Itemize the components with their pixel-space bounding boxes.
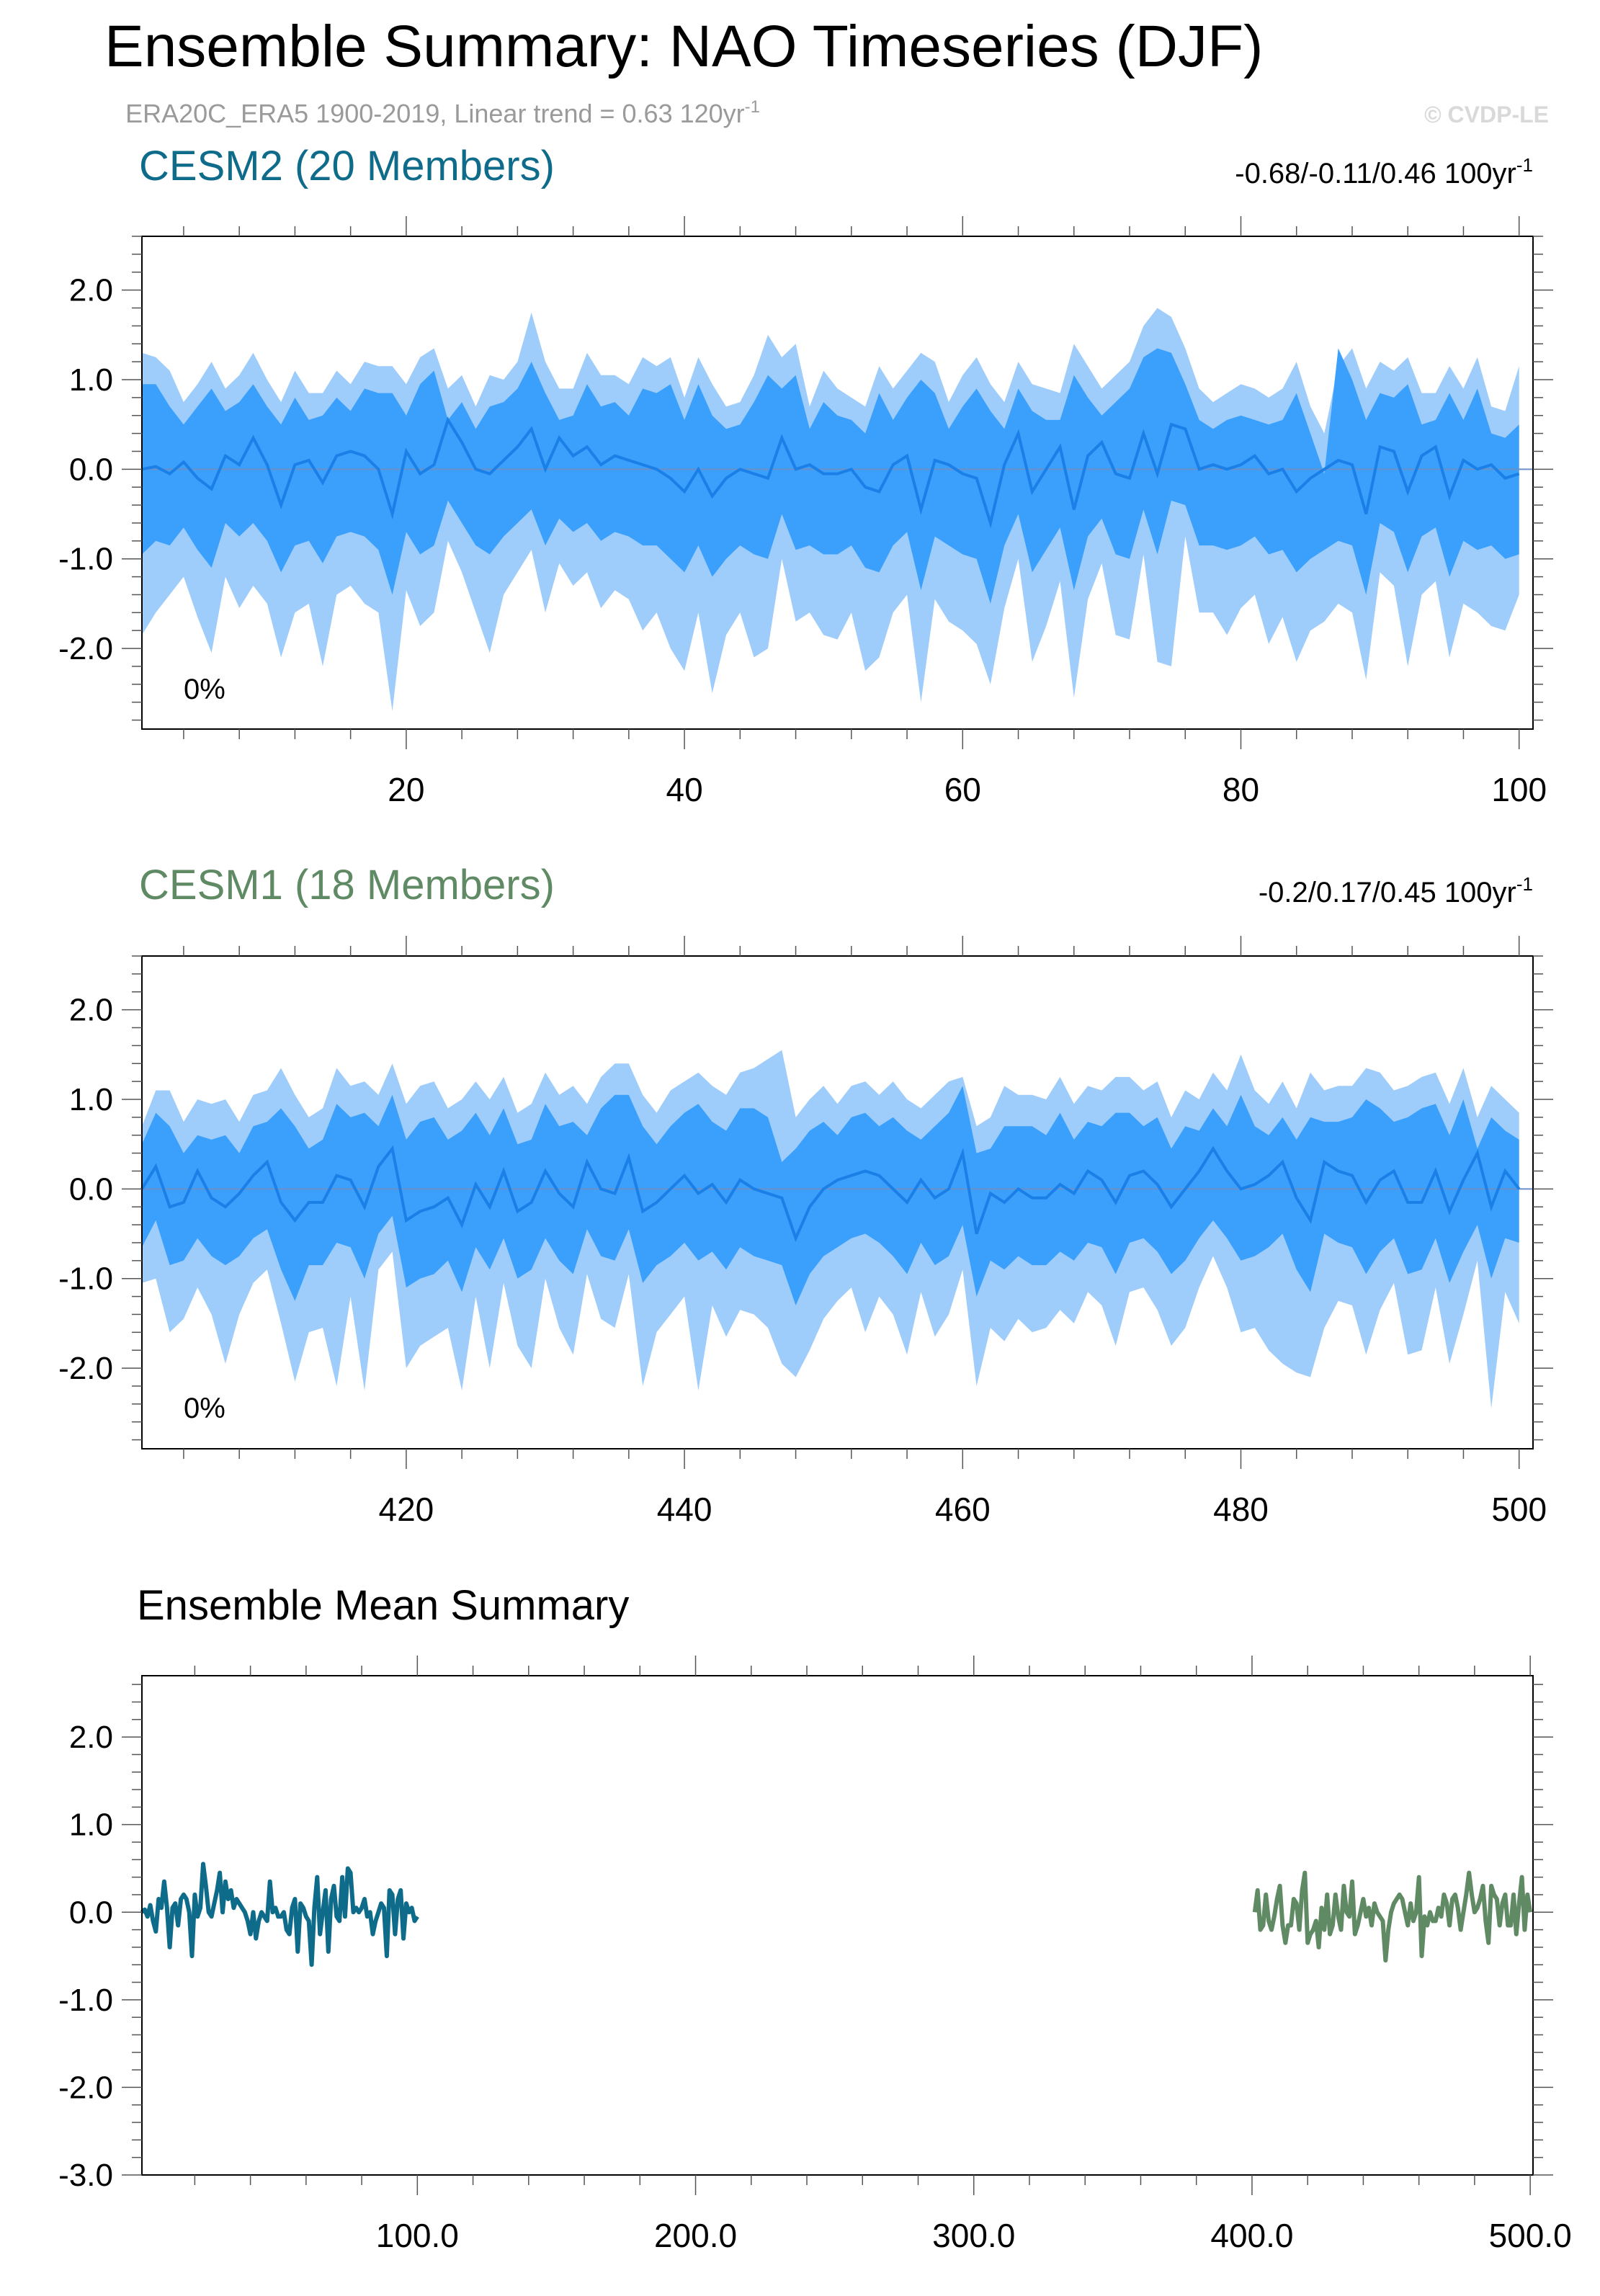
panel-trend-cesm1: -0.2/0.17/0.45 100yr-1: [1259, 873, 1533, 908]
y-tick-label: 1.0: [69, 1808, 113, 1843]
y-tick-label: 2.0: [69, 273, 113, 308]
x-tick-label: 500: [1491, 1491, 1547, 1528]
x-tick-label: 300.0: [932, 2217, 1015, 2254]
x-tick-label: 100.0: [376, 2217, 459, 2254]
panel-trend-cesm2: -0.68/-0.11/0.46 100yr-1: [1235, 154, 1533, 189]
plot-frame: [141, 1675, 1534, 2176]
y-tick-label: -2.0: [58, 631, 113, 666]
y-tick-label: 0.0: [69, 1895, 113, 1930]
figure-subtitle: ERA20C_ERA5 1900-2019, Linear trend = 0.…: [125, 97, 760, 128]
y-tick-label: -1.0: [58, 1261, 113, 1297]
x-tick-label: 100: [1491, 771, 1547, 808]
x-tick-label: 460: [935, 1491, 991, 1528]
plot-frame: [141, 236, 1534, 730]
plot-panel-cesm1: 2.0 1.0 0.0 -1.0 -2.0 420 440 460 480 500: [58, 936, 1553, 1528]
x-tick-label: 20: [388, 771, 424, 808]
ensemble-mean-line: [140, 1145, 1521, 1243]
y-tick-label: -2.0: [58, 2070, 113, 2105]
y-tick-label: 2.0: [69, 993, 113, 1028]
x-tick-label: 440: [657, 1491, 712, 1528]
x-tick-label: 420: [379, 1491, 434, 1528]
x-tick-label: 480: [1213, 1491, 1269, 1528]
x-tick-label: 80: [1223, 771, 1259, 808]
figure-title: Ensemble Summary: NAO Timeseries (DJF): [104, 14, 1263, 79]
band-10-90: [142, 348, 1519, 604]
band-10-90: [142, 1086, 1519, 1305]
y-tick-label: 1.0: [69, 362, 113, 398]
percent-label-cesm1: 0%: [184, 1393, 225, 1424]
summary-line-cesm2: [140, 1862, 419, 1967]
x-tick-label: 200.0: [654, 2217, 737, 2254]
plot-panel-cesm2: 2.0 1.0 0.0 -1.0 -2.0 20 40 60 80 100: [58, 216, 1553, 808]
panel-title-summary: Ensemble Mean Summary: [137, 1582, 629, 1629]
x-tick-label: 60: [944, 771, 981, 808]
y-tick-label: -2.0: [58, 1351, 113, 1386]
y-tick-label: -1.0: [58, 542, 113, 577]
percent-label-cesm2: 0%: [184, 674, 225, 705]
x-tick-label: 400.0: [1210, 2217, 1293, 2254]
summary-line-cesm1: [1252, 1870, 1533, 1963]
panel-title-cesm2: CESM2 (20 Members): [139, 143, 555, 189]
y-tick-label: -3.0: [58, 2158, 113, 2193]
panel-title-cesm1: CESM1 (18 Members): [139, 862, 555, 908]
y-tick-label: 0.0: [69, 1171, 113, 1207]
x-tick-label: 500.0: [1489, 2217, 1572, 2254]
y-tick-label: 1.0: [69, 1082, 113, 1117]
x-tick-label: 40: [666, 771, 703, 808]
y-tick-label: 2.0: [69, 1720, 113, 1755]
y-tick-label: -1.0: [58, 1983, 113, 2018]
ensemble-mean-line: [141, 416, 1520, 529]
plot-panel-summary: 2.0 1.0 0.0 -1.0 -2.0 -3.0 100.0 200.0 300.0 400.…: [58, 1656, 1572, 2254]
watermark: © CVDP-LE: [1424, 102, 1549, 128]
plot-frame: [141, 955, 1534, 1449]
y-tick-label: 0.0: [69, 452, 113, 487]
